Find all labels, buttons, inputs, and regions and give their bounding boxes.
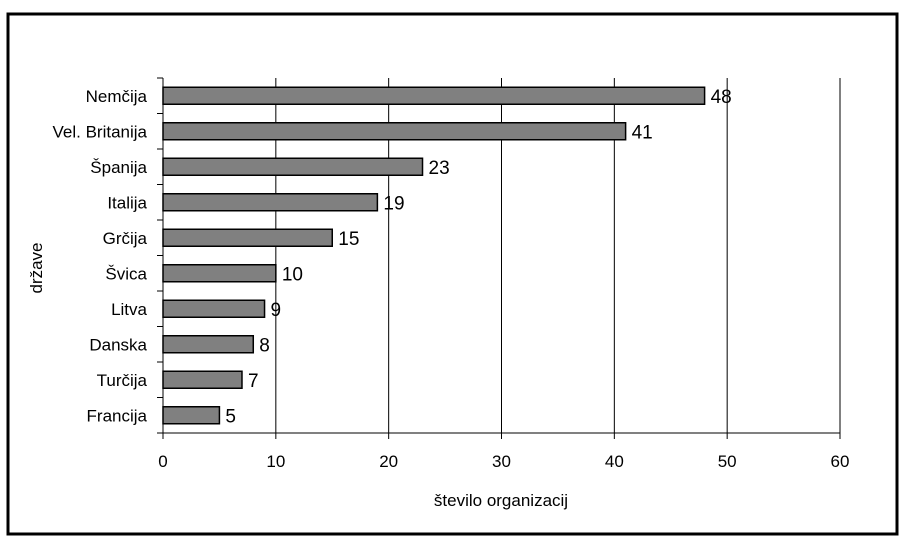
data-label: 48 [711, 87, 732, 108]
y-tick-label: Francija [87, 406, 148, 425]
bar [162, 299, 266, 318]
data-label: 7 [248, 371, 259, 392]
data-label: 5 [225, 406, 236, 427]
data-label: 19 [383, 193, 404, 214]
data-label: 8 [259, 335, 270, 356]
x-tick-label: 0 [158, 452, 167, 471]
bar [162, 86, 706, 105]
bar [162, 122, 627, 141]
x-tick-label: 10 [266, 452, 285, 471]
bar [162, 335, 255, 354]
data-label: 9 [271, 300, 282, 321]
y-tick-label: Danska [89, 335, 147, 354]
x-tick-label: 20 [379, 452, 398, 471]
data-label: 41 [632, 122, 653, 143]
y-tick-label: Turčija [97, 371, 148, 390]
bar [162, 406, 221, 425]
x-axis-title: število organizacij [434, 491, 568, 510]
y-tick-labels: Nemčija Vel. Britanija Španija Italija Grčij… [53, 87, 148, 426]
data-label: 15 [338, 229, 359, 250]
y-tick-label: Vel. Britanija [53, 122, 148, 141]
y-tick-label: Španija [90, 158, 147, 177]
y-tick-label: Italija [107, 193, 147, 212]
x-axis [162, 432, 841, 439]
bar [162, 370, 243, 389]
y-tick-label: Grčija [103, 229, 148, 248]
x-tick-label: 40 [605, 452, 624, 471]
y-axis-title: države [27, 242, 46, 293]
x-tick-label: 30 [492, 452, 511, 471]
data-label: 23 [429, 158, 450, 179]
bar [162, 157, 424, 176]
y-tick-label: Litva [111, 300, 147, 319]
x-tick-label: 50 [718, 452, 737, 471]
bar [162, 264, 277, 283]
bar [162, 193, 379, 212]
y-tick-label: Švica [105, 264, 147, 283]
y-axis [157, 77, 164, 434]
y-tick-label: Nemčija [86, 87, 148, 106]
data-label: 10 [282, 264, 303, 285]
x-tick-labels: 0 10 20 30 40 50 60 [158, 452, 849, 471]
bar [162, 228, 333, 247]
x-tick-label: 60 [831, 452, 850, 471]
bars [162, 86, 706, 425]
